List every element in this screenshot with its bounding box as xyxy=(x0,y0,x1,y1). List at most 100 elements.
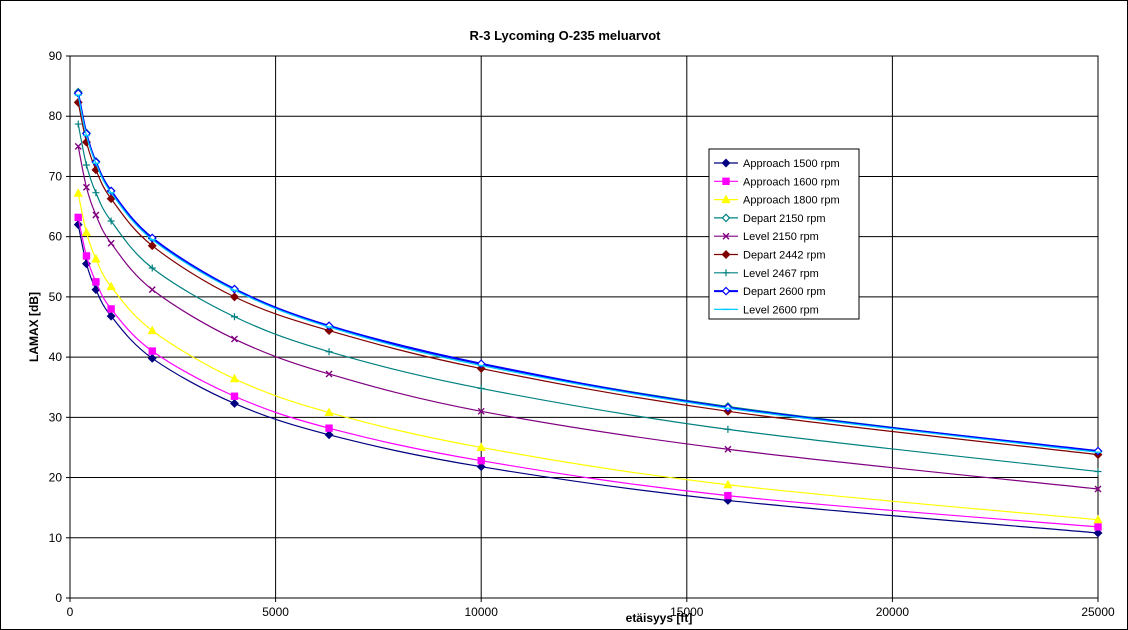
data-point xyxy=(324,407,334,417)
legend-label: Approach 1600 rpm xyxy=(743,176,840,188)
data-point xyxy=(148,286,156,294)
legend-label: Approach 1800 rpm xyxy=(743,195,840,207)
series-layer xyxy=(73,87,1103,538)
data-point xyxy=(325,370,333,378)
data-point xyxy=(476,442,486,451)
legend-item: Level 2150 rpm xyxy=(714,231,819,243)
data-point xyxy=(1094,485,1102,493)
data-point xyxy=(724,491,732,500)
data-point xyxy=(229,373,240,383)
y-tick-label: 0 xyxy=(55,591,62,605)
legend-label: Depart 2150 rpm xyxy=(743,213,826,225)
legend-item: Depart 2442 rpm xyxy=(714,250,826,262)
data-point xyxy=(230,292,239,302)
series-3 xyxy=(73,188,1103,524)
data-point xyxy=(476,462,486,472)
data-point xyxy=(230,335,238,343)
data-point xyxy=(73,188,83,197)
data-point xyxy=(73,220,83,230)
data-point xyxy=(324,326,334,336)
data-point xyxy=(106,311,116,321)
x-tick-label: 0 xyxy=(67,605,74,619)
data-point xyxy=(1093,528,1103,538)
legend-label: Depart 2442 rpm xyxy=(743,250,826,262)
legend-item: Level 2600 rpm xyxy=(714,304,819,316)
data-point xyxy=(476,364,486,374)
data-point xyxy=(230,313,238,321)
data-point xyxy=(106,194,116,204)
data-point xyxy=(724,445,732,453)
y-tick-label: 30 xyxy=(49,410,63,424)
data-point xyxy=(147,241,157,251)
data-point xyxy=(107,239,115,247)
data-point xyxy=(230,392,239,400)
legend-label: Level 2150 rpm xyxy=(743,231,819,243)
x-tick-label: 15000 xyxy=(670,605,704,619)
data-point xyxy=(91,253,101,263)
y-tick-label: 90 xyxy=(49,49,63,63)
data-point xyxy=(107,217,115,225)
legend-marker xyxy=(721,213,731,223)
chart-title: R-3 Lycoming O-235 meluarvot xyxy=(470,28,662,43)
y-tick-label: 60 xyxy=(49,230,63,244)
legend-marker xyxy=(721,250,731,259)
data-point xyxy=(92,278,100,286)
x-tick-label: 25000 xyxy=(1081,605,1115,619)
data-point xyxy=(230,399,239,408)
legend-label: Approach 1500 rpm xyxy=(743,158,840,170)
x-tick-label: 5000 xyxy=(262,605,289,619)
data-point xyxy=(324,321,334,331)
data-point xyxy=(82,183,90,191)
series-2 xyxy=(74,213,1102,531)
legend-label: Level 2600 rpm xyxy=(743,304,819,316)
data-point xyxy=(92,211,100,219)
data-point xyxy=(1094,523,1102,531)
legend-item: Approach 1500 rpm xyxy=(714,158,840,170)
y-tick-label: 40 xyxy=(49,350,63,364)
legend-item: Approach 1600 rpm xyxy=(714,176,840,188)
data-point xyxy=(723,479,733,489)
y-axis-label: LAMAX [dB] xyxy=(27,292,41,362)
data-point xyxy=(74,120,82,128)
data-point xyxy=(325,348,333,356)
data-point xyxy=(147,353,157,363)
series-9 xyxy=(74,94,1102,453)
data-point xyxy=(325,424,333,432)
data-point xyxy=(148,264,156,272)
y-tick-label: 50 xyxy=(49,290,63,304)
data-point xyxy=(1093,514,1103,524)
series-5 xyxy=(74,142,1102,493)
x-tick-label: 20000 xyxy=(876,605,910,619)
data-point xyxy=(92,189,100,197)
data-point xyxy=(477,384,485,392)
legend-item: Depart 2600 rpm xyxy=(714,286,826,298)
x-axis-label: etäisyys [ft] xyxy=(626,611,693,625)
data-point xyxy=(477,456,485,465)
data-point xyxy=(81,227,92,236)
data-point xyxy=(82,161,90,169)
tick-labels: 0 10 20 30 40 50 60 70 80 90 0 5000 10000 15000 20000 2… xyxy=(49,49,1115,619)
y-tick-label: 70 xyxy=(49,169,63,183)
data-point xyxy=(74,213,82,222)
y-tick-label: 10 xyxy=(49,531,63,545)
data-point xyxy=(82,252,91,260)
legend-marker xyxy=(721,194,731,204)
data-point xyxy=(1094,468,1102,476)
legend: Approach 1500 rpm Approach 1600 rpm Approa… xyxy=(708,148,860,320)
data-point xyxy=(724,425,732,433)
x-tick-label: 10000 xyxy=(465,605,499,619)
legend-item: Depart 2150 rpm xyxy=(714,213,826,225)
legend-label: Level 2467 rpm xyxy=(743,268,819,280)
y-tick-label: 20 xyxy=(49,471,63,485)
grid-lines xyxy=(70,56,1098,598)
legend-label: Depart 2600 rpm xyxy=(743,286,826,298)
data-point xyxy=(74,142,82,150)
legend-marker xyxy=(722,269,730,277)
data-point xyxy=(477,407,485,415)
legend-item: Level 2467 rpm xyxy=(714,268,819,280)
legend-marker xyxy=(722,177,730,186)
legend-marker xyxy=(722,232,730,240)
data-point xyxy=(107,305,115,313)
